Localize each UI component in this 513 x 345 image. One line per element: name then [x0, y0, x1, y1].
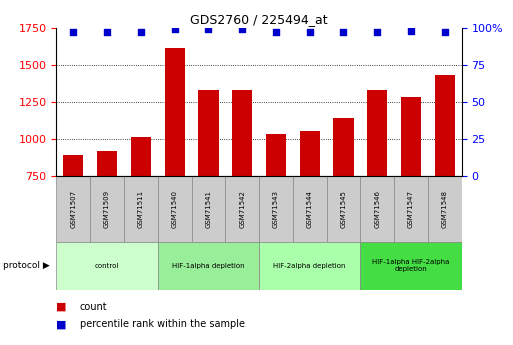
Text: HIF-2alpha depletion: HIF-2alpha depletion: [273, 263, 346, 269]
Point: [238, 26, 246, 32]
Text: HIF-1alpha HIF-2alpha
depletion: HIF-1alpha HIF-2alpha depletion: [372, 259, 450, 273]
Point: [69, 29, 77, 35]
Bar: [56, 176, 90, 242]
Text: GSM71507: GSM71507: [70, 190, 76, 228]
Text: GSM71540: GSM71540: [172, 190, 177, 228]
Text: GSM71542: GSM71542: [239, 190, 245, 228]
Text: GSM71545: GSM71545: [341, 190, 346, 228]
Bar: [360, 176, 394, 242]
Point: [272, 29, 280, 35]
Bar: [266, 135, 286, 176]
Title: GDS2760 / 225494_at: GDS2760 / 225494_at: [190, 13, 328, 27]
Text: ■: ■: [56, 319, 70, 329]
Bar: [333, 118, 353, 176]
Text: count: count: [80, 302, 107, 312]
Bar: [259, 176, 293, 242]
Bar: [394, 176, 428, 242]
Bar: [124, 176, 158, 242]
Text: percentile rank within the sample: percentile rank within the sample: [80, 319, 245, 329]
Text: GSM71541: GSM71541: [205, 190, 211, 228]
Bar: [191, 176, 225, 242]
Text: GSM71548: GSM71548: [442, 190, 448, 228]
Text: GSM71543: GSM71543: [273, 190, 279, 228]
Bar: [401, 97, 421, 176]
Text: ■: ■: [56, 302, 70, 312]
Point: [340, 29, 348, 35]
Point: [103, 29, 111, 35]
Bar: [225, 176, 259, 242]
Bar: [367, 90, 387, 176]
Text: protocol ▶: protocol ▶: [3, 262, 49, 270]
Text: GSM71544: GSM71544: [307, 190, 313, 228]
Bar: [293, 176, 327, 242]
Text: GSM71509: GSM71509: [104, 190, 110, 228]
Bar: [198, 90, 219, 176]
Text: GSM71546: GSM71546: [374, 190, 380, 228]
Point: [441, 29, 449, 35]
Text: HIF-1alpha depletion: HIF-1alpha depletion: [172, 263, 245, 269]
Point: [170, 26, 179, 32]
Bar: [259, 242, 360, 290]
Bar: [56, 242, 157, 290]
Bar: [157, 242, 259, 290]
Bar: [131, 137, 151, 176]
Text: GSM71511: GSM71511: [138, 190, 144, 228]
Point: [137, 29, 145, 35]
Bar: [300, 131, 320, 176]
Bar: [165, 48, 185, 176]
Point: [373, 29, 381, 35]
Bar: [232, 90, 252, 176]
Bar: [360, 242, 462, 290]
Text: GSM71547: GSM71547: [408, 190, 414, 228]
Point: [407, 28, 415, 33]
Bar: [435, 75, 455, 176]
Bar: [97, 151, 117, 176]
Bar: [327, 176, 360, 242]
Point: [306, 29, 314, 35]
Bar: [157, 176, 191, 242]
Text: control: control: [95, 263, 120, 269]
Bar: [428, 176, 462, 242]
Point: [204, 26, 212, 32]
Bar: [63, 155, 84, 176]
Bar: [90, 176, 124, 242]
